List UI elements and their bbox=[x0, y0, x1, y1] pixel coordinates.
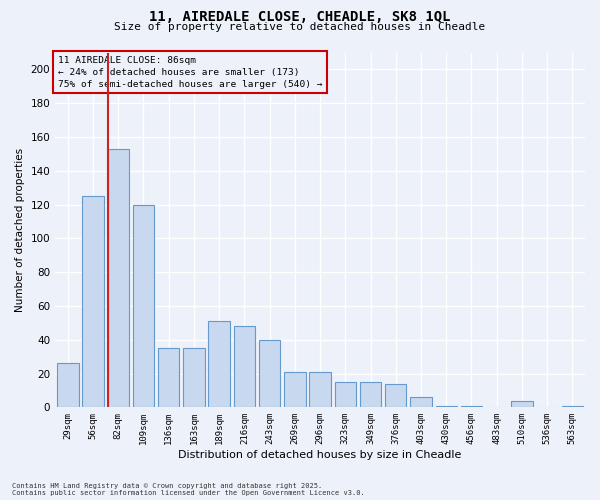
Bar bbox=[461, 406, 482, 407]
X-axis label: Distribution of detached houses by size in Cheadle: Distribution of detached houses by size … bbox=[178, 450, 462, 460]
Bar bbox=[436, 406, 457, 407]
Bar bbox=[107, 149, 129, 407]
Bar bbox=[335, 382, 356, 407]
Bar bbox=[82, 196, 104, 408]
Text: Contains public sector information licensed under the Open Government Licence v3: Contains public sector information licen… bbox=[12, 490, 365, 496]
Bar bbox=[158, 348, 179, 408]
Bar bbox=[259, 340, 280, 407]
Bar bbox=[511, 400, 533, 407]
Bar bbox=[410, 397, 432, 407]
Bar bbox=[310, 372, 331, 408]
Bar bbox=[385, 384, 406, 407]
Y-axis label: Number of detached properties: Number of detached properties bbox=[15, 148, 25, 312]
Text: 11, AIREDALE CLOSE, CHEADLE, SK8 1QL: 11, AIREDALE CLOSE, CHEADLE, SK8 1QL bbox=[149, 10, 451, 24]
Bar bbox=[57, 364, 79, 408]
Text: 11 AIREDALE CLOSE: 86sqm
← 24% of detached houses are smaller (173)
75% of semi-: 11 AIREDALE CLOSE: 86sqm ← 24% of detach… bbox=[58, 56, 322, 88]
Bar bbox=[284, 372, 305, 408]
Bar bbox=[183, 348, 205, 408]
Bar bbox=[360, 382, 381, 407]
Text: Contains HM Land Registry data © Crown copyright and database right 2025.: Contains HM Land Registry data © Crown c… bbox=[12, 483, 322, 489]
Bar bbox=[208, 321, 230, 408]
Text: Size of property relative to detached houses in Cheadle: Size of property relative to detached ho… bbox=[115, 22, 485, 32]
Bar bbox=[233, 326, 255, 407]
Bar bbox=[562, 406, 583, 407]
Bar bbox=[133, 204, 154, 408]
